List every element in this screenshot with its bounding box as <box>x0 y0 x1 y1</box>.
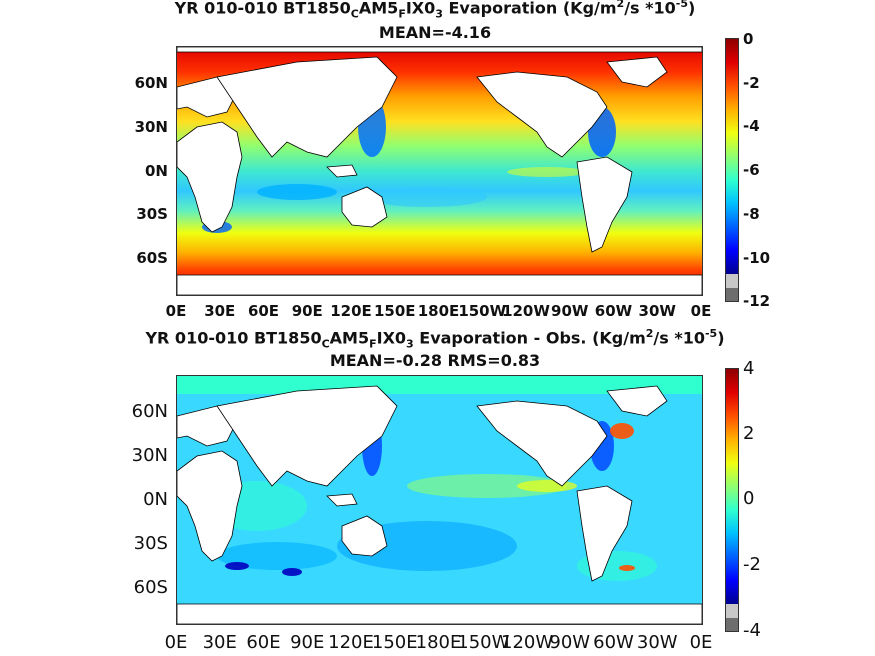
panel1-cbar-tick: -2 <box>743 74 760 92</box>
panel1-lon-tick: 30W <box>638 302 676 320</box>
panel2-cbar-tick: 4 <box>743 358 755 379</box>
panel2-cbar-tick: -2 <box>743 554 761 575</box>
panel1-lon-tick: 0E <box>690 302 712 320</box>
panel1-title: YR 010-010 BT1850CAM5FIX03 Evaporation (… <box>174 0 696 21</box>
panel1-lon-tick: 90W <box>551 302 589 320</box>
panel1-lon-tick: 180E <box>417 302 460 320</box>
panel1-lon-tick: 30E <box>204 302 236 320</box>
panel2-map-svg <box>177 376 702 624</box>
panel1-lon-tick: 150W <box>458 302 507 320</box>
panel1-cbar-tick: -12 <box>743 292 771 310</box>
panel1-map-svg <box>177 47 702 295</box>
panel1-cbar-tick: -8 <box>743 205 760 223</box>
panel2-lat-tick: 60N <box>131 401 168 422</box>
panel2-cbar-tick: 0 <box>743 488 755 509</box>
panel1-colorbar <box>725 38 739 302</box>
panel2-lon-tick: 150W <box>457 632 510 653</box>
panel2-lon-tick: 90E <box>290 632 325 653</box>
panel1-cbar-tick: -10 <box>743 249 771 267</box>
panel2-colorbar <box>725 368 739 632</box>
panel1-stats: MEAN=-4.16 <box>378 23 492 42</box>
panel2-lon-tick: 30W <box>636 632 678 653</box>
panel1-lon-tick: 60E <box>247 302 280 320</box>
panel2-lon-tick: 120W <box>501 632 554 653</box>
panel2-stats: MEAN=-0.28 RMS=0.83 <box>329 351 541 370</box>
panel1-lon-tick: 90E <box>291 302 323 320</box>
panel2-map <box>176 375 703 625</box>
panel2-cbar-tick: 2 <box>743 423 755 444</box>
panel2-lat-tick: 30N <box>131 445 168 466</box>
panel2-cbar-tick: -4 <box>743 620 761 641</box>
panel1-lat-tick: 0N <box>145 162 168 180</box>
panel1-lon-tick: 60W <box>594 302 633 320</box>
panel1-lat-tick: 30N <box>134 118 168 136</box>
land-masses <box>177 385 702 624</box>
panel1-map <box>176 46 703 296</box>
panel2-lat-tick: 60S <box>133 577 168 598</box>
panel1-cbar-tick: 0 <box>743 30 754 48</box>
panel1-lon-tick: 0E <box>165 302 187 320</box>
panel2-lon-tick: 60W <box>593 632 634 653</box>
panel1-lon-tick: 150E <box>373 302 416 320</box>
panel2-lon-tick: 0E <box>689 632 713 653</box>
panel2-lon-tick: 30E <box>202 632 237 653</box>
panel2-lon-tick: 90W <box>549 632 591 653</box>
panel1-lat-tick: 30S <box>136 205 168 223</box>
panel2-lon-tick: 150E <box>371 632 418 653</box>
panel2-title: YR 010-010 BT1850CAM5FIX03 Evaporation -… <box>145 327 725 351</box>
panel2-lon-tick: 0E <box>164 632 188 653</box>
panel1-lat-tick: 60S <box>136 249 168 267</box>
panel2-lon-tick: 60E <box>246 632 281 653</box>
panel1-cbar-tick: -4 <box>743 117 760 135</box>
panel1-lat-tick: 60N <box>134 74 168 92</box>
panel2-lat-tick: 0N <box>143 489 168 510</box>
panel1-lon-tick: 120E <box>330 302 372 320</box>
panel2-lon-tick: 180E <box>415 632 462 653</box>
land-masses <box>177 47 702 295</box>
panel2-lat-tick: 30S <box>133 533 168 554</box>
panel1-lon-tick: 120W <box>502 302 550 320</box>
panel2-lon-tick: 120E <box>328 632 374 653</box>
panel1-cbar-tick: -6 <box>743 161 760 179</box>
